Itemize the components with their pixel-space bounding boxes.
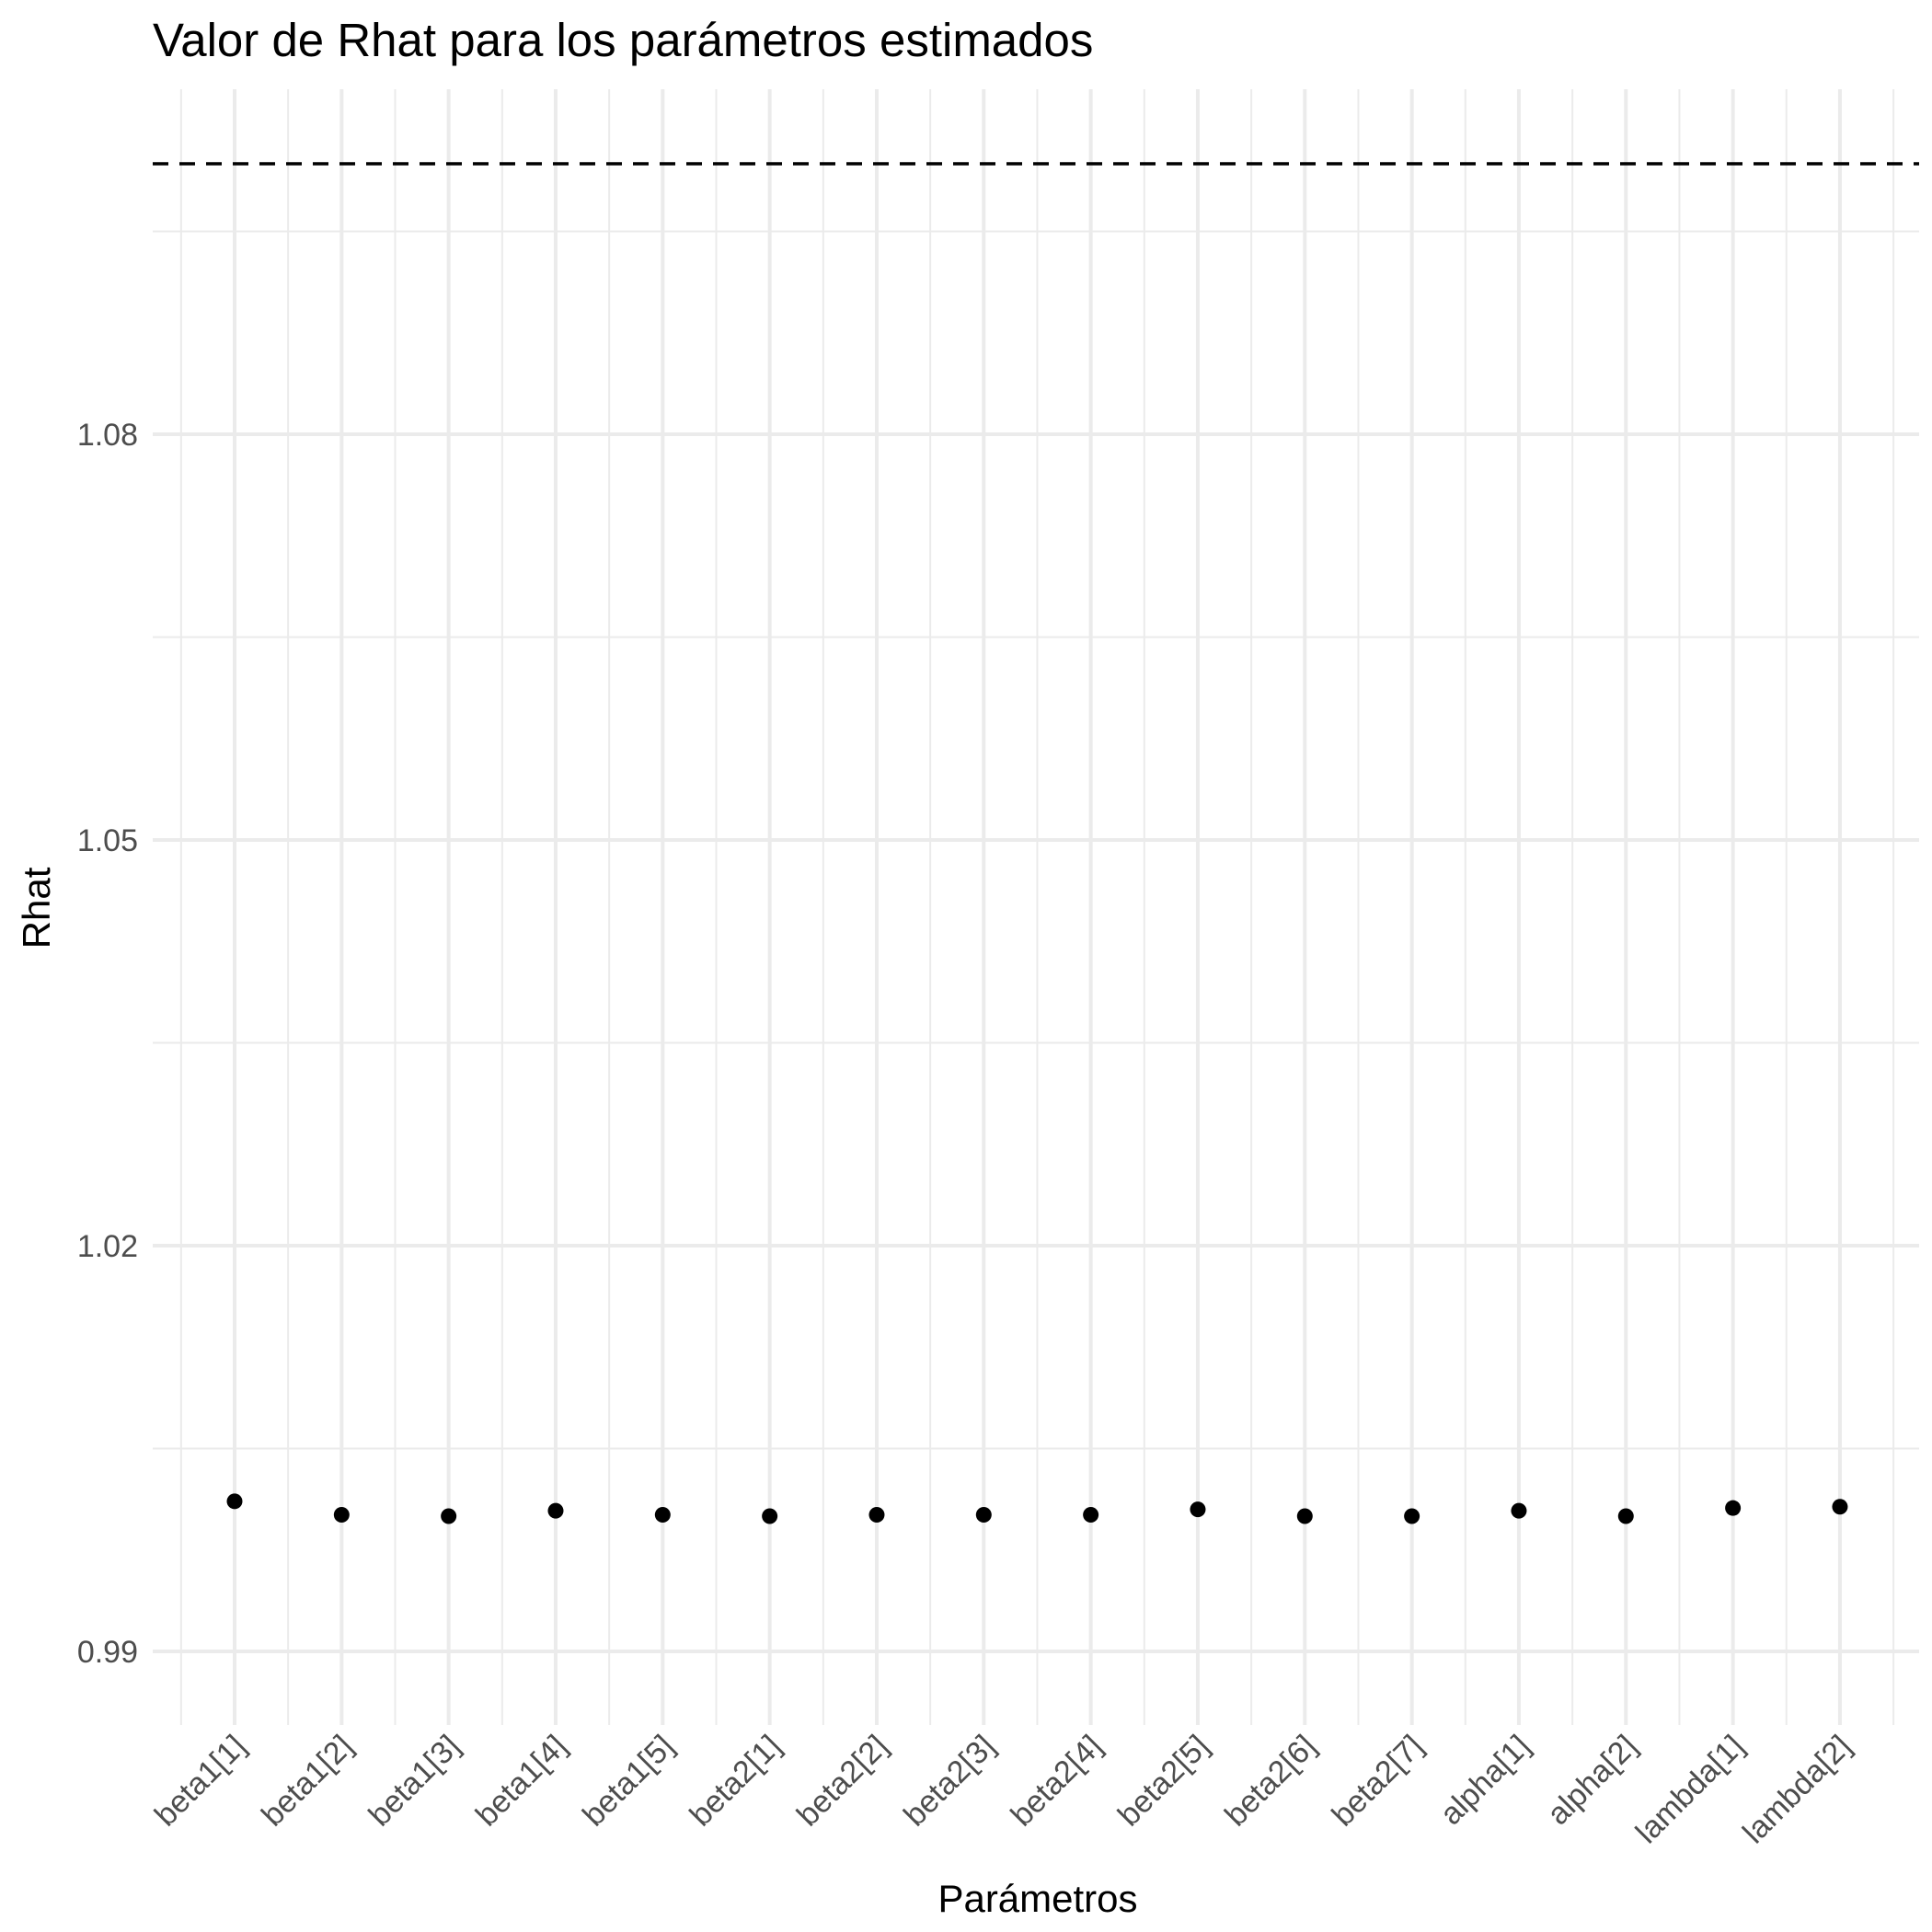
x-tick-label: beta2[6] (1218, 1729, 1323, 1834)
data-point (1083, 1507, 1099, 1524)
data-point (654, 1507, 671, 1524)
data-point (333, 1507, 350, 1524)
y-tick-label: 0.99 (77, 1635, 138, 1670)
data-point (1725, 1500, 1742, 1516)
x-tick-label: beta2[7] (1326, 1729, 1431, 1834)
x-tick-label: beta2[4] (1005, 1729, 1110, 1834)
x-tick-label: lambda[1] (1629, 1729, 1751, 1850)
y-tick-label: 1.08 (77, 418, 138, 453)
x-tick-label: beta1[3] (362, 1729, 467, 1834)
data-point (868, 1507, 885, 1524)
x-tick-label: beta1[2] (255, 1729, 360, 1834)
x-tick-label: beta2[1] (684, 1729, 788, 1834)
data-point (1832, 1499, 1848, 1515)
data-point (1404, 1508, 1420, 1524)
y-axis-title: Rhat (15, 867, 58, 949)
data-point (441, 1508, 457, 1524)
x-tick-label: alpha[1] (1433, 1729, 1536, 1832)
x-tick-label: beta2[3] (897, 1729, 1002, 1834)
grid-layer (153, 89, 1919, 1725)
points-layer (226, 1493, 1848, 1524)
data-point (547, 1502, 564, 1519)
x-tick-labels: beta1[1] beta1[2] beta1[3] beta1[4] beta1[5]… (148, 1729, 1858, 1850)
x-tick-label: lambda[2] (1736, 1729, 1857, 1850)
data-point (975, 1507, 992, 1524)
y-tick-label: 1.02 (77, 1229, 138, 1264)
data-point (226, 1493, 243, 1510)
x-tick-label: beta2[2] (790, 1729, 895, 1834)
data-point (1296, 1508, 1313, 1524)
data-point (762, 1508, 778, 1524)
x-tick-label: beta1[4] (469, 1729, 574, 1834)
data-point (1617, 1508, 1634, 1524)
x-tick-label: alpha[2] (1541, 1729, 1644, 1832)
data-point (1511, 1502, 1527, 1519)
y-tick-labels: 0.99 1.02 1.05 1.08 (77, 418, 138, 1670)
chart-title: Valor de Rhat para los parámetros estima… (153, 14, 1094, 66)
x-tick-label: beta1[5] (576, 1729, 681, 1834)
x-axis-title: Parámetros (937, 1877, 1137, 1920)
x-tick-label: beta1[1] (148, 1729, 253, 1834)
data-point (1190, 1501, 1206, 1518)
x-tick-label: beta2[5] (1111, 1729, 1216, 1834)
y-tick-label: 1.05 (77, 823, 138, 858)
